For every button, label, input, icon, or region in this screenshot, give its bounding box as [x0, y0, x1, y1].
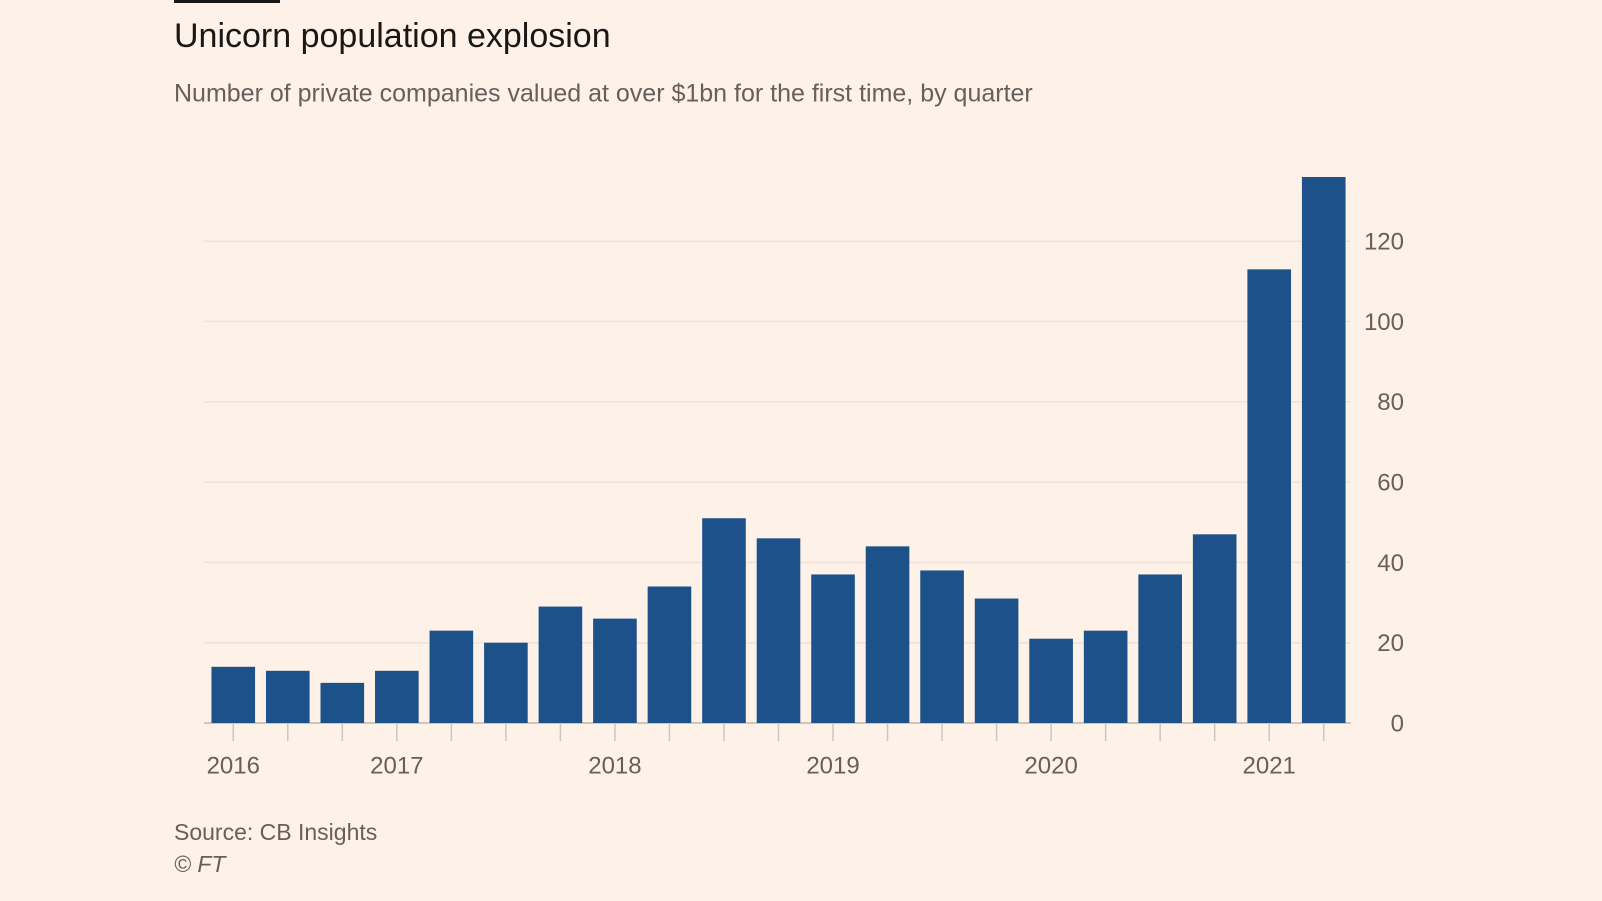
x-tick-label: 2018: [588, 752, 641, 779]
bar: [1192, 534, 1237, 723]
source: Source: CB Insights: [174, 819, 377, 845]
chart-subtitle: Number of private companies valued at ov…: [174, 80, 1033, 108]
x-tick-label: 2021: [1243, 752, 1296, 779]
bar: [920, 570, 964, 723]
bar: [375, 670, 419, 723]
bar: [1029, 638, 1073, 723]
bar: [702, 518, 746, 723]
bar: [811, 574, 855, 723]
bar: [593, 618, 637, 723]
bar: [320, 682, 365, 723]
x-tick-label: 2020: [1024, 752, 1077, 779]
bar: [1138, 574, 1182, 723]
bar: [265, 670, 310, 723]
bar: [1301, 177, 1346, 723]
title-rule: [174, 0, 280, 3]
bar: [647, 586, 692, 723]
bar: [484, 642, 528, 723]
bar: [756, 538, 801, 723]
x-tick-label: 2017: [370, 752, 423, 779]
y-tick-label: 60: [1377, 469, 1404, 496]
bar: [211, 666, 256, 723]
chart-title: Unicorn population explosion: [174, 17, 611, 55]
y-tick-label: 100: [1364, 309, 1404, 336]
y-tick-label: 40: [1377, 550, 1404, 577]
y-tick-label: 0: [1391, 710, 1404, 737]
bar: [1247, 269, 1292, 723]
bar: [865, 546, 910, 723]
y-tick-label: 20: [1377, 630, 1404, 657]
copyright: © FT: [174, 851, 227, 877]
bar: [1083, 630, 1128, 723]
x-tick-label: 2019: [806, 752, 859, 779]
y-tick-label: 80: [1377, 389, 1404, 416]
bar: [538, 606, 583, 723]
bar: [974, 598, 1019, 723]
bar: [429, 630, 474, 723]
x-tick-label: 2016: [207, 752, 260, 779]
y-tick-label: 120: [1364, 229, 1404, 256]
